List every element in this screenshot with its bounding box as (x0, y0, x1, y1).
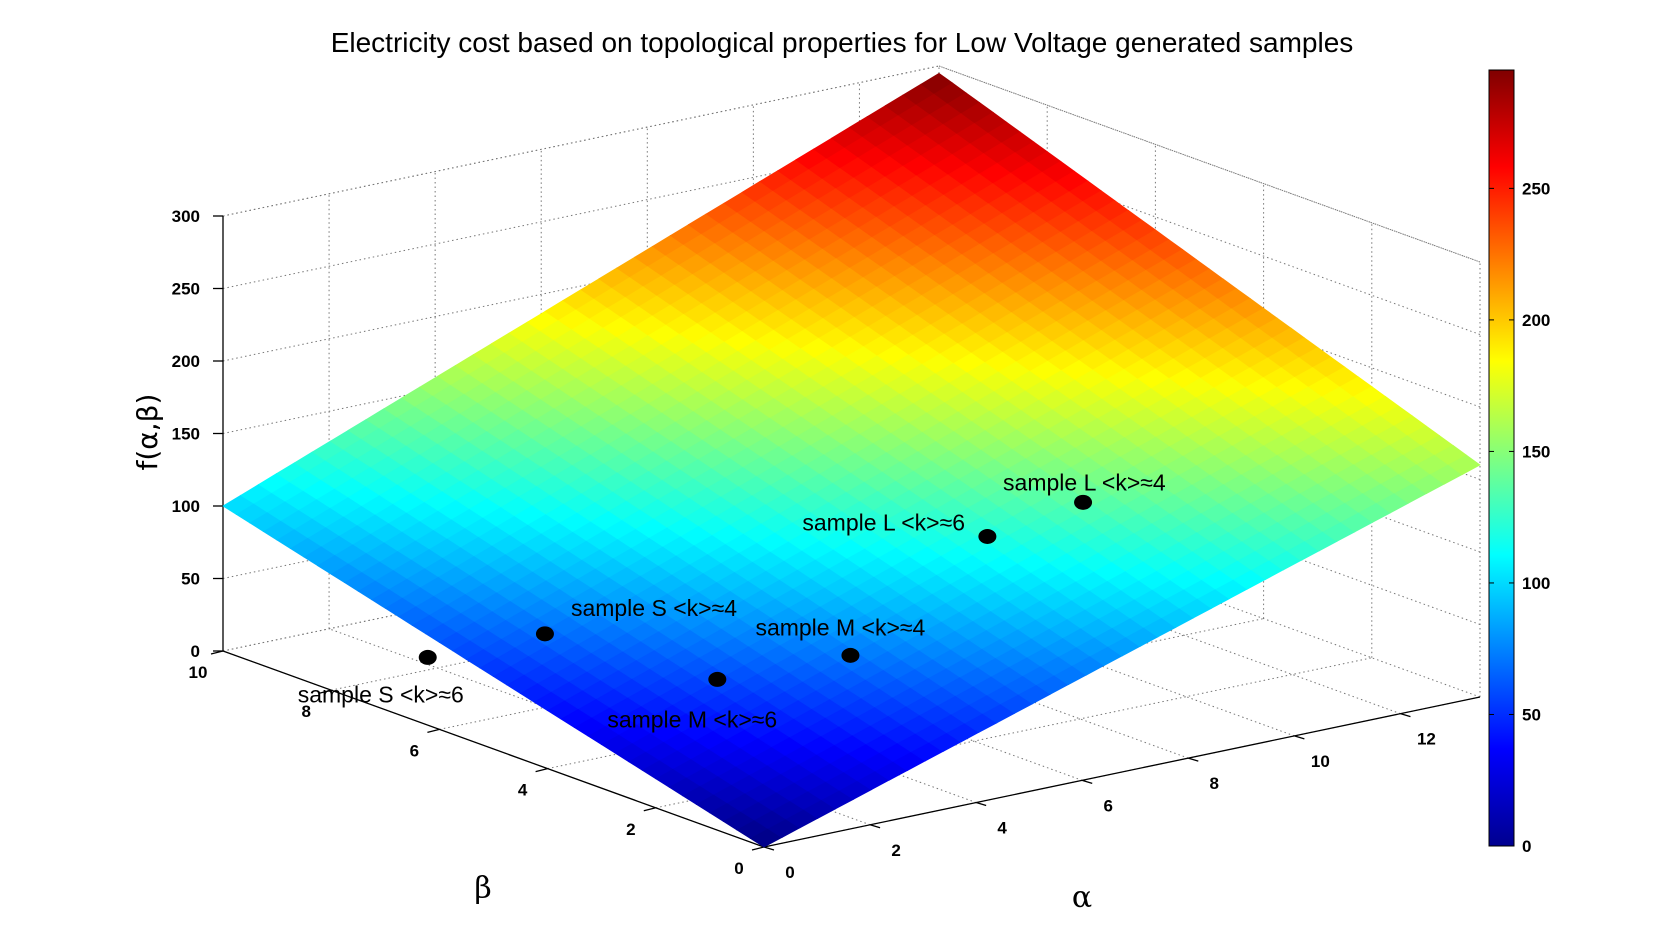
colorbar-tick-label: 0 (1522, 837, 1531, 856)
grid-line (541, 583, 1083, 781)
y-tick-mark (319, 689, 332, 694)
x-tick-label: 0 (785, 863, 794, 882)
sample-label: sample L <k>≈6 (802, 509, 965, 535)
sample-marker (1074, 494, 1093, 510)
chart-title: Electricity cost based on topological pr… (331, 27, 1354, 58)
sample-label: sample S <k>≈4 (571, 595, 737, 621)
x-tick-label: 4 (997, 819, 1007, 838)
z-tick-label: 50 (181, 570, 200, 589)
colorbar-tick-label: 200 (1522, 311, 1550, 330)
sample-label: sample M <k>≈6 (607, 706, 777, 732)
x-tick-label: 6 (1103, 796, 1112, 815)
sample-marker (418, 649, 437, 665)
y-tick-mark (535, 767, 548, 773)
x-tick-mark (1188, 757, 1199, 762)
y-axis-label: β (474, 871, 491, 906)
sample-label: sample L <k>≈4 (1003, 469, 1166, 495)
grid-line (222, 138, 940, 289)
z-tick-label: 300 (172, 207, 200, 226)
axes-layer (210, 215, 1481, 851)
grid-line (938, 355, 1481, 553)
y-tick-mark (643, 807, 656, 812)
y-tick-mark (427, 728, 440, 734)
sample-label: sample M <k>≈4 (755, 614, 925, 640)
sample-marker (708, 671, 727, 687)
colorbar-ticks: 0 50 100 150 200 250 (1489, 179, 1550, 856)
z-tick-label: 100 (172, 497, 200, 516)
z-axis-label: f(α,β) (131, 394, 164, 471)
x-axis-line (763, 696, 1481, 848)
x-tick-label: 12 (1417, 730, 1436, 749)
y-tick-label: 6 (410, 741, 419, 760)
y-tick-mark (751, 846, 765, 851)
y-tick-label: 0 (734, 859, 743, 878)
x-tick-mark (1294, 735, 1305, 740)
box-edge (222, 65, 940, 217)
sample-label: sample S <k>≈6 (298, 681, 464, 707)
z-tick-label: 200 (172, 352, 200, 371)
surface (222, 72, 1481, 848)
grid-line (938, 428, 1481, 625)
grid-line (647, 561, 1189, 759)
x-tick-mark (1082, 779, 1093, 784)
colorbar (1488, 69, 1515, 847)
x-tick-mark (763, 846, 775, 851)
sample-marker (841, 647, 860, 663)
y-tick-label: 2 (626, 820, 635, 839)
x-axis-label: α (1072, 880, 1092, 915)
y-tick-label: 4 (518, 781, 528, 800)
y-tick-label: 8 (301, 702, 310, 721)
box-edge (938, 65, 1481, 263)
colorbar-tick-label: 250 (1522, 179, 1550, 198)
sample-marker (535, 626, 554, 642)
sample-marker (978, 528, 997, 544)
z-tick-label: 0 (191, 642, 200, 661)
grid-line (938, 138, 1481, 335)
x-tick-label: 2 (891, 841, 900, 860)
sample-markers: sample S <k>≈4 sample S <k>≈6 sample M <k>… (298, 469, 1166, 732)
x-tick-mark (1400, 713, 1411, 718)
grid-line (938, 500, 1481, 698)
z-tick-label: 150 (172, 425, 200, 444)
surface-patch (1447, 454, 1481, 476)
x-tick-label: 8 (1210, 774, 1219, 793)
grid-line (753, 539, 1295, 737)
y-axis-line (222, 650, 765, 848)
grid-line (938, 210, 1481, 408)
x-tick-label: 10 (1311, 752, 1330, 771)
colorbar-tick-label: 150 (1522, 442, 1550, 461)
colorbar-tick-label: 100 (1522, 574, 1550, 593)
y-tick-label: 10 (189, 663, 208, 682)
colorbar-tick-label: 50 (1522, 705, 1541, 724)
x-tick-mark (975, 801, 987, 807)
grid-line (938, 65, 1481, 263)
grid-line (222, 210, 940, 362)
z-tick-label: 250 (172, 280, 200, 299)
x-tick-mark (869, 824, 881, 829)
grid-line (859, 517, 1401, 715)
